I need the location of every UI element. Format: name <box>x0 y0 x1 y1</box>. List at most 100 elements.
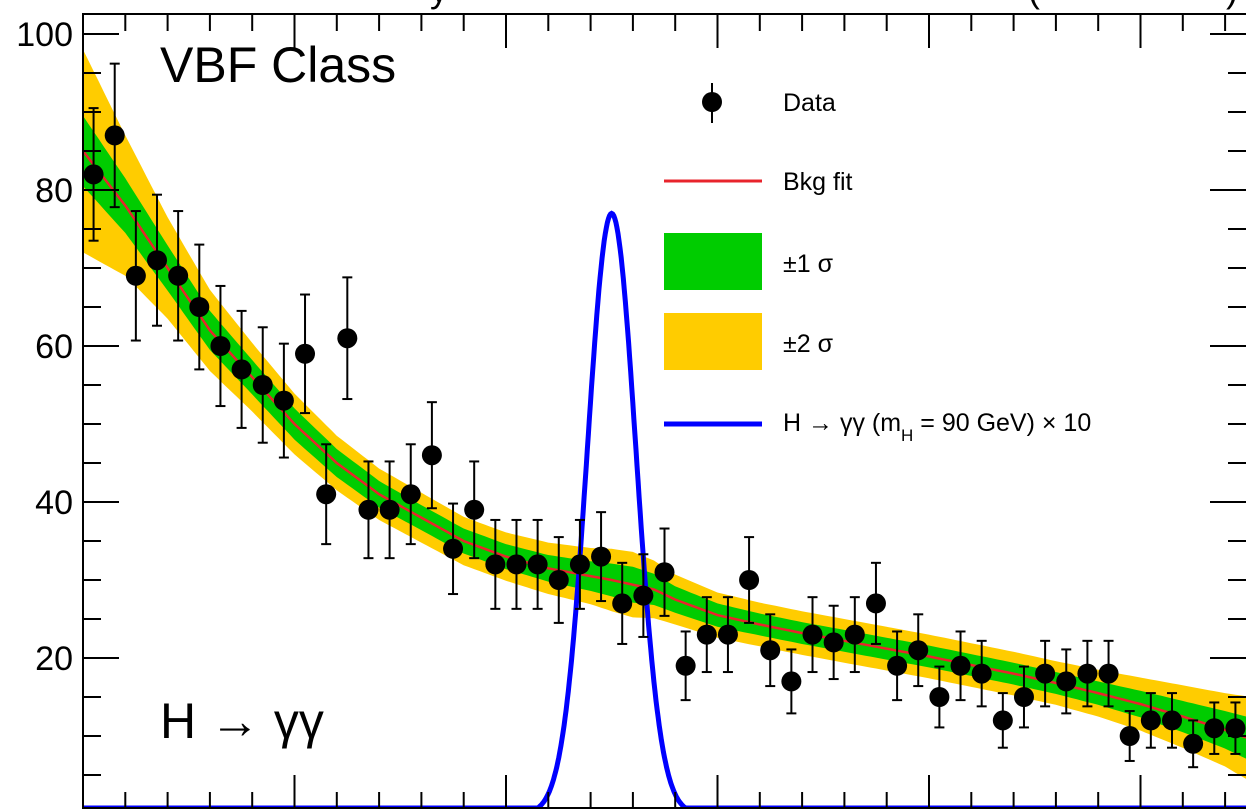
legend-data-marker <box>702 83 722 123</box>
data-marker <box>400 484 421 505</box>
data-point <box>1056 648 1077 715</box>
top-fragment-left: y <box>430 0 448 10</box>
data-marker <box>929 687 950 707</box>
data-marker <box>125 265 146 286</box>
data-point <box>950 630 971 702</box>
data-point <box>316 443 337 546</box>
data-point <box>844 596 865 674</box>
data-point <box>781 648 802 715</box>
class-label: VBF Class <box>160 37 396 93</box>
data-point <box>421 401 442 510</box>
data-point <box>992 692 1013 749</box>
data-point <box>527 518 548 610</box>
data-marker <box>675 655 696 676</box>
data-points-layer <box>83 62 1246 769</box>
data-point <box>908 613 929 688</box>
y-tick-label: 100 <box>16 16 73 54</box>
legend: Data Bkg fit ±1 σ ±2 σ H → γγ (mH = 90 G… <box>664 83 1091 445</box>
data-point <box>189 243 210 371</box>
data-marker <box>168 265 189 286</box>
data-point <box>971 639 992 708</box>
data-point <box>210 284 231 408</box>
top-fragment-right: ( <box>1028 0 1040 10</box>
data-point <box>612 561 633 645</box>
y-tick-label: 80 <box>35 172 73 210</box>
data-point <box>83 107 104 242</box>
data-point <box>823 604 844 681</box>
data-point <box>929 665 950 729</box>
y-tick-label: 20 <box>35 640 73 678</box>
data-marker <box>1183 733 1204 754</box>
data-marker <box>717 624 738 645</box>
legend-one-sigma-label: ±1 σ <box>783 250 834 278</box>
data-marker <box>1119 726 1140 746</box>
data-point <box>506 518 527 610</box>
legend-fit-label: Bkg fit <box>783 168 853 196</box>
data-marker <box>1161 710 1182 731</box>
data-point <box>760 613 781 688</box>
data-marker <box>1013 687 1034 707</box>
data-point <box>1140 692 1161 749</box>
data-point <box>739 536 760 624</box>
data-marker <box>252 375 273 395</box>
data-marker <box>1077 663 1098 684</box>
data-marker <box>844 624 865 645</box>
data-marker <box>1204 718 1225 739</box>
axes-layer: 20 40 60 80 100 <box>16 13 1246 809</box>
y-tick-label: 40 <box>35 484 73 522</box>
data-marker <box>379 499 400 520</box>
data-marker <box>1056 671 1077 692</box>
data-marker <box>527 554 548 575</box>
data-point <box>1225 701 1246 755</box>
data-point <box>443 502 464 596</box>
uncertainty-bands <box>83 49 1246 779</box>
data-marker <box>295 343 316 364</box>
data-marker <box>273 390 294 411</box>
data-point <box>1098 639 1119 708</box>
data-marker <box>823 632 844 653</box>
data-marker <box>1225 718 1246 739</box>
data-point <box>865 561 886 645</box>
data-point <box>168 210 189 342</box>
data-point <box>485 518 506 610</box>
data-marker <box>231 359 252 380</box>
data-point <box>717 596 738 674</box>
data-marker <box>950 655 971 676</box>
data-point <box>591 511 612 603</box>
data-marker <box>316 484 337 505</box>
data-point <box>104 62 125 209</box>
data-marker <box>104 125 125 146</box>
data-marker <box>1140 710 1161 731</box>
data-marker <box>696 624 717 645</box>
data-point <box>1119 710 1140 762</box>
data-point <box>464 460 485 560</box>
data-point <box>1077 639 1098 708</box>
data-marker <box>760 640 781 661</box>
data-marker <box>443 538 464 559</box>
data-marker <box>633 585 654 606</box>
data-marker <box>992 710 1013 731</box>
data-marker <box>464 499 485 520</box>
data-point <box>1204 701 1225 755</box>
data-point <box>125 210 146 342</box>
data-marker <box>802 624 823 645</box>
legend-two-sigma-swatch <box>664 313 762 370</box>
data-marker <box>548 570 569 590</box>
data-marker <box>1098 663 1119 684</box>
data-marker <box>887 655 908 676</box>
data-point <box>252 326 273 444</box>
data-point <box>400 443 421 546</box>
data-marker <box>147 250 168 271</box>
data-marker <box>781 671 802 692</box>
data-point <box>548 536 569 624</box>
data-marker <box>612 593 633 614</box>
data-marker <box>971 663 992 684</box>
data-point <box>1035 639 1056 708</box>
data-point <box>379 460 400 560</box>
data-point <box>802 596 823 674</box>
legend-one-sigma-swatch <box>664 233 762 290</box>
legend-signal-label: H → γγ (mH = 90 GeV) × 10 <box>783 409 1091 445</box>
data-point <box>1161 692 1182 749</box>
data-marker <box>591 546 612 567</box>
data-marker <box>739 570 760 590</box>
